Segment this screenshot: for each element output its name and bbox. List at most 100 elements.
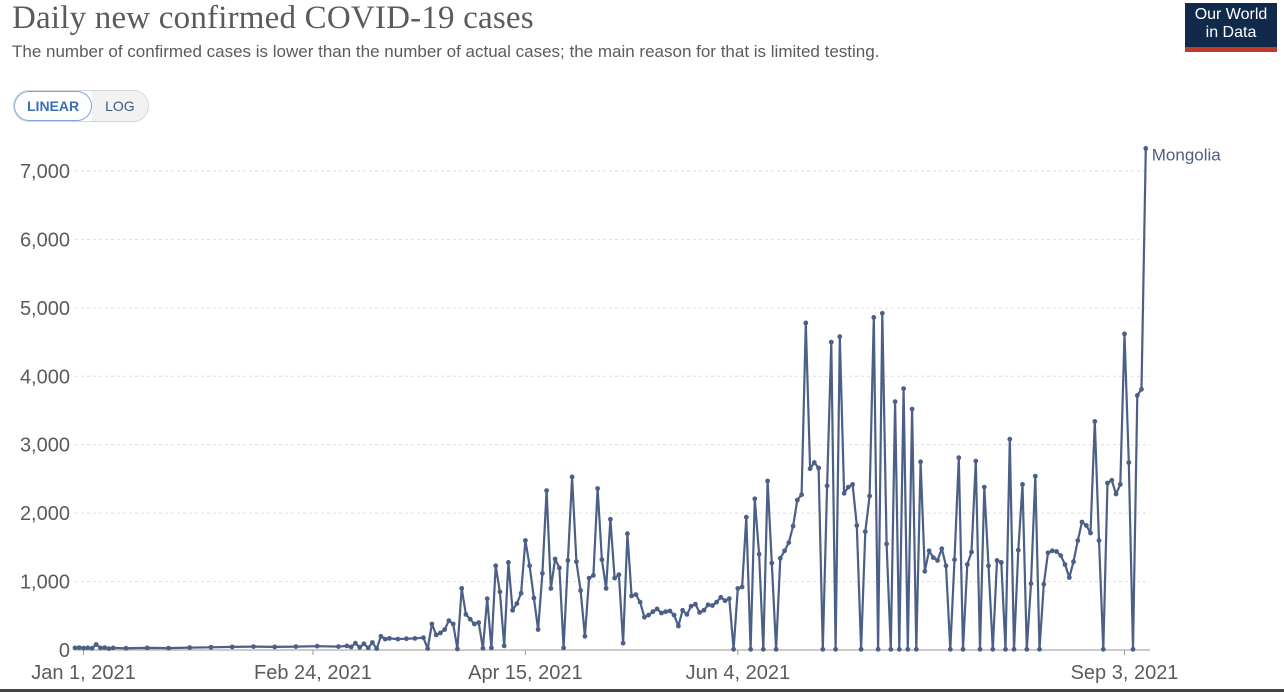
data-point — [901, 386, 906, 391]
data-point — [680, 607, 685, 613]
data-point — [1134, 393, 1140, 398]
log-scale-button[interactable]: LOG — [92, 91, 148, 121]
data-point — [969, 549, 974, 555]
data-point — [608, 516, 613, 522]
data-point — [425, 646, 431, 651]
data-point — [527, 563, 532, 569]
y-tick-label: 3,000 — [20, 435, 70, 457]
data-point — [603, 586, 609, 591]
data-point — [930, 555, 936, 560]
data-point — [438, 630, 443, 636]
data-point — [348, 644, 354, 650]
data-point — [884, 541, 889, 547]
data-point — [867, 493, 872, 499]
data-point — [612, 575, 617, 581]
data-point — [956, 455, 962, 461]
data-point — [875, 646, 881, 652]
data-point — [760, 646, 766, 652]
data-point — [926, 548, 932, 554]
data-point — [777, 555, 783, 561]
data-point — [251, 644, 256, 649]
chart-subtitle: The number of confirmed cases is lower t… — [12, 42, 880, 61]
data-point — [1105, 480, 1110, 486]
data-point — [646, 612, 651, 618]
data-point — [472, 621, 477, 627]
data-point — [106, 646, 112, 651]
data-point — [463, 612, 469, 617]
data-point — [412, 636, 418, 641]
data-point — [790, 523, 796, 529]
data-point — [93, 642, 99, 647]
data-point — [446, 618, 452, 623]
data-point — [1117, 482, 1123, 487]
data-point — [552, 556, 558, 562]
data-point — [722, 598, 728, 604]
data-point — [960, 646, 966, 652]
data-point — [816, 465, 821, 471]
y-tick-label: 4,000 — [20, 366, 70, 388]
data-point — [697, 610, 702, 615]
data-point — [1024, 646, 1030, 652]
data-point — [544, 488, 549, 493]
data-point — [1037, 646, 1042, 652]
data-point — [807, 466, 813, 472]
data-point — [565, 558, 571, 563]
data-point — [977, 646, 983, 652]
data-point — [765, 478, 770, 484]
data-point — [382, 636, 388, 642]
data-point — [620, 640, 626, 646]
data-point — [1139, 386, 1144, 392]
data-point — [501, 643, 507, 649]
data-point — [625, 531, 630, 537]
data-point — [918, 459, 923, 465]
linear-scale-button[interactable]: LINEAR — [14, 91, 93, 121]
data-point — [654, 606, 660, 612]
data-point — [1130, 646, 1136, 652]
data-point — [799, 492, 804, 498]
data-point — [998, 560, 1004, 565]
data-point — [365, 645, 371, 651]
data-point — [1100, 646, 1106, 652]
data-point — [123, 645, 129, 651]
data-point — [1049, 548, 1055, 554]
data-point — [1028, 581, 1034, 586]
data-point — [896, 646, 902, 652]
owid-logo[interactable]: Our World in Data — [1185, 3, 1277, 52]
y-tick-label: 7,000 — [20, 161, 70, 183]
data-point — [166, 645, 171, 651]
y-tick-label: 2,000 — [20, 503, 70, 525]
x-axis-ticks: Jan 1, 2021 Feb 24, 2021 Apr 15, 2021 Jun 4… — [31, 650, 1178, 684]
data-point — [395, 636, 401, 642]
data-point — [964, 562, 970, 567]
series-line — [74, 148, 1147, 651]
data-point — [837, 334, 843, 339]
data-point — [1003, 646, 1008, 652]
data-point — [650, 609, 656, 615]
data-point — [1045, 550, 1051, 556]
data-point — [994, 558, 1000, 563]
data-point — [574, 559, 579, 565]
data-point — [187, 645, 193, 650]
data-point — [667, 608, 673, 614]
data-point — [467, 616, 473, 622]
data-point — [909, 406, 915, 412]
data-point — [693, 601, 698, 607]
data-point — [854, 523, 860, 528]
data-point — [1007, 436, 1013, 442]
data-point — [455, 646, 460, 652]
data-point — [361, 641, 367, 647]
data-point — [489, 645, 494, 651]
data-point — [701, 607, 707, 613]
data-point — [671, 612, 677, 618]
data-point — [1083, 523, 1089, 528]
chart-title: Daily new confirmed COVID-19 cases — [12, 0, 534, 36]
data-point — [582, 633, 588, 639]
data-point — [81, 645, 86, 651]
data-point — [726, 596, 732, 602]
data-point — [616, 572, 622, 578]
data-point — [523, 538, 528, 543]
data-point — [905, 646, 911, 652]
data-point — [144, 645, 150, 651]
data-point — [973, 458, 979, 464]
data-point — [935, 558, 940, 563]
